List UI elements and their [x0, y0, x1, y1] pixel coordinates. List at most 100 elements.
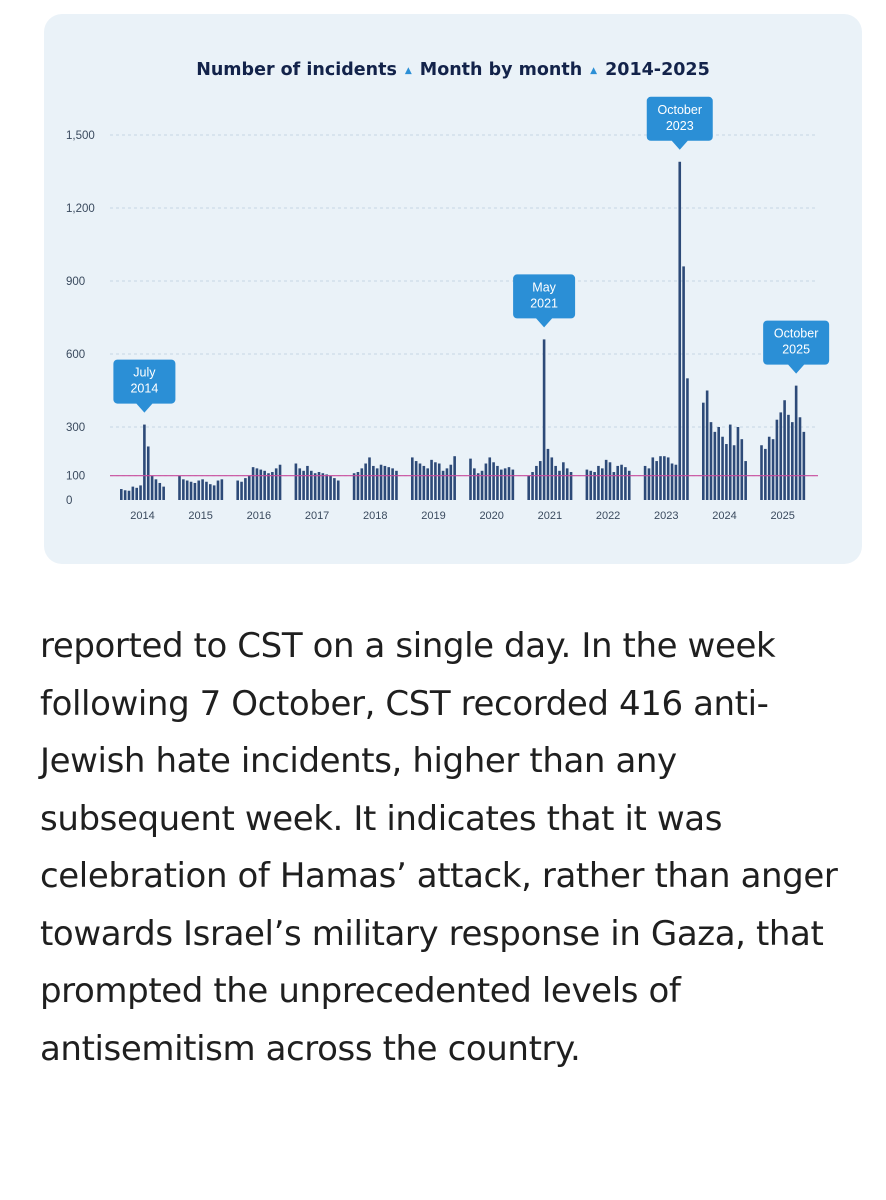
bar [379, 464, 383, 500]
x-tick-label: 2018 [363, 510, 387, 522]
x-tick-label: 2014 [130, 510, 154, 522]
bar [647, 468, 651, 500]
x-tick-label: 2017 [305, 510, 329, 522]
callout-bubble [763, 320, 830, 374]
bar [255, 468, 259, 500]
callout-bubble [646, 96, 713, 150]
y-tick-label: 900 [66, 276, 85, 288]
bar [294, 463, 298, 500]
bar [802, 431, 806, 500]
bar [162, 486, 165, 500]
bar [488, 457, 492, 500]
callout-label: 2021 [530, 296, 558, 310]
bar [120, 489, 123, 500]
bar [670, 463, 674, 500]
bar [267, 473, 270, 500]
bar [209, 484, 212, 500]
bar [659, 456, 662, 500]
bar [507, 467, 511, 500]
bar [655, 461, 658, 500]
bar [185, 480, 189, 500]
bar [411, 457, 414, 500]
bar [150, 475, 154, 500]
bar [717, 427, 720, 500]
bar [131, 486, 135, 500]
bar [220, 479, 224, 500]
bar [787, 414, 790, 500]
bar [313, 473, 317, 500]
chart-title-metric: Number of incidents [196, 60, 397, 80]
bar [620, 464, 623, 500]
bar [624, 467, 627, 500]
callout-bubble [113, 359, 176, 413]
bar [728, 424, 732, 500]
bar [317, 472, 321, 500]
bar [678, 161, 682, 500]
bar [244, 478, 247, 500]
x-tick-label: 2023 [654, 510, 678, 522]
bar [473, 468, 476, 500]
bar [666, 457, 670, 500]
bar [271, 472, 274, 500]
bar [372, 465, 375, 500]
chart-card: Number of incidents ▲ Month by month ▲ 2014-… [44, 14, 862, 564]
bar [127, 490, 131, 500]
bar [240, 481, 243, 500]
bar [496, 465, 499, 500]
bar [247, 475, 251, 500]
chart-title-interval: Month by month [419, 60, 583, 80]
bar [139, 485, 142, 500]
bar [434, 462, 437, 500]
bar [274, 468, 278, 500]
bar [329, 475, 332, 500]
bar [143, 424, 146, 500]
bar [627, 470, 631, 500]
x-tick-label: 2016 [247, 510, 271, 522]
chart-title-range: 2014-2025 [605, 60, 710, 80]
bar [302, 470, 305, 500]
bar [441, 470, 445, 500]
callout-label: 2023 [666, 119, 694, 133]
x-tick-label: 2019 [421, 510, 445, 522]
bar [546, 448, 550, 500]
bar [391, 468, 394, 500]
bar [798, 417, 802, 500]
triangle-separator-icon: ▲ [590, 66, 598, 76]
bar [500, 469, 503, 500]
bar [558, 470, 561, 500]
bar [744, 461, 747, 500]
callout-label: July [133, 366, 156, 380]
bar [597, 465, 600, 500]
bar [251, 467, 255, 500]
y-tick-label: 1,200 [66, 203, 95, 215]
bar [201, 479, 204, 500]
bar [383, 465, 387, 500]
callout-bubble [513, 274, 576, 328]
bar [310, 470, 313, 500]
bar [278, 464, 282, 500]
bar [604, 459, 608, 500]
bar [123, 490, 127, 500]
bar [527, 475, 530, 500]
bar [216, 480, 220, 500]
bar [422, 465, 426, 500]
bar [686, 378, 689, 500]
bar [538, 461, 542, 500]
bar [794, 385, 798, 500]
bar [484, 463, 488, 500]
bar [608, 462, 612, 500]
bar [682, 266, 685, 500]
bar [437, 463, 441, 500]
callout-label: 2014 [130, 382, 158, 396]
bar [336, 480, 340, 500]
bar [511, 469, 515, 500]
bar [721, 436, 724, 500]
y-tick-label: 300 [66, 422, 85, 434]
bar [298, 468, 302, 500]
bar [612, 472, 616, 500]
bar [705, 390, 709, 500]
bar [589, 470, 593, 500]
bar [616, 465, 619, 500]
bar [601, 468, 604, 500]
bar [643, 465, 647, 500]
